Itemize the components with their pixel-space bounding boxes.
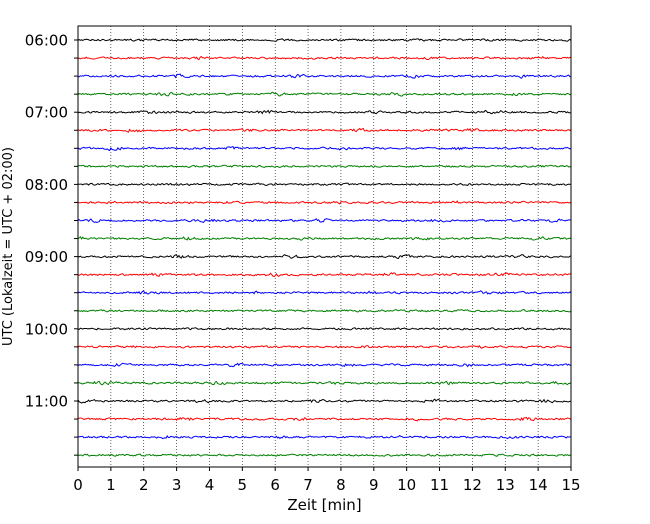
y-tick-label: 11:00 [25,393,68,411]
plot-frame [77,25,572,468]
y-tick-label: 08:00 [25,176,68,194]
x-axis-ticks: 0 1 2 3 4 5 6 7 8 9 10 11 12 13 14 15 [73,467,581,494]
x-tick-label: 3 [172,476,182,494]
x-tick-label: 8 [336,476,346,494]
trace-0615 [77,55,572,61]
trace-1100 [77,398,572,404]
trace-1145 [77,453,572,457]
y-axis-label: UTC (Lokalzeit = UTC + 02:00) [1,147,16,346]
trace-0600 [77,38,572,42]
trace-0945 [77,309,572,313]
trace-0815 [77,200,572,205]
trace-1045 [77,380,572,386]
trace-1130 [77,434,572,440]
trace-0930 [77,290,572,295]
y-tick-label: 07:00 [25,104,68,122]
x-tick-label: 9 [369,476,379,494]
x-tick-label: 10 [397,476,416,494]
trace-0645 [77,91,572,97]
y-tick-label: 09:00 [25,248,68,266]
trace-0730 [77,145,572,152]
trace-1115 [77,416,572,422]
trace-0830 [77,218,572,224]
x-tick-label: 6 [270,476,280,494]
traces [77,38,572,457]
trace-0745 [77,164,572,169]
x-tick-label: 14 [529,476,548,494]
trace-0900 [77,254,572,259]
x-tick-label: 1 [106,476,116,494]
x-tick-label: 5 [238,476,248,494]
trace-1015 [77,344,572,349]
x-tick-label: 11 [430,476,449,494]
trace-0845 [77,235,572,241]
x-tick-label: 13 [496,476,515,494]
trace-1030 [77,362,572,368]
x-tick-label: 12 [463,476,482,494]
trace-1000 [77,327,572,331]
x-tick-label: 4 [205,476,215,494]
x-tick-label: 0 [73,476,83,494]
y-axis-ticks: 06:00 07:00 08:00 09:00 10:00 11:00 [25,32,78,456]
trace-0800 [77,182,572,187]
x-axis-label: Zeit [min] [287,496,361,514]
trace-0630 [77,73,572,79]
trace-0915 [77,272,572,278]
trace-0715 [77,127,572,133]
x-tick-label: 15 [561,476,580,494]
y-tick-label: 10:00 [25,320,68,338]
x-tick-label: 7 [303,476,313,494]
trace-0700 [77,109,572,115]
y-tick-label: 06:00 [25,32,68,50]
x-tick-label: 2 [139,476,149,494]
